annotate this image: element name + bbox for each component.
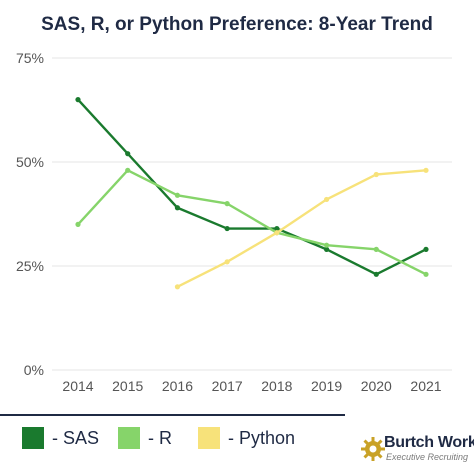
data-point bbox=[423, 271, 429, 277]
x-tick-label: 2017 bbox=[212, 378, 243, 394]
data-point bbox=[174, 205, 181, 211]
legend-swatch-r bbox=[118, 427, 140, 449]
legend-item-sas: - SAS bbox=[22, 426, 99, 450]
legend-label-python: - Python bbox=[228, 427, 296, 448]
y-tick-label: 75% bbox=[16, 50, 44, 66]
data-point bbox=[423, 167, 429, 173]
data-point bbox=[423, 246, 429, 252]
x-tick-label: 2016 bbox=[162, 378, 193, 394]
series-line-2 bbox=[176, 169, 427, 288]
legend-item-r: - R bbox=[118, 426, 172, 450]
company-logo: Burtch Works Executive Recruiting bbox=[360, 430, 474, 470]
legend-label-sas: - SAS bbox=[52, 427, 100, 448]
data-point bbox=[224, 201, 230, 207]
data-point bbox=[274, 225, 280, 232]
data-point bbox=[373, 246, 379, 252]
data-point bbox=[373, 171, 379, 178]
legend-divider bbox=[0, 414, 345, 416]
data-point bbox=[224, 259, 230, 265]
y-tick-label: 50% bbox=[16, 154, 44, 170]
legend-label-r: - R bbox=[148, 427, 172, 448]
y-tick-label: 0% bbox=[24, 362, 44, 378]
legend: - SAS - R - Python bbox=[0, 414, 474, 474]
legend-item-python: - Python bbox=[198, 426, 295, 450]
gear-icon bbox=[361, 437, 385, 461]
series-line-1 bbox=[77, 169, 427, 276]
line-chart: 0% 25% 50% 75% 2014 2015 2016 2017 2018 2019 2020 2… bbox=[16, 50, 452, 394]
x-tick-label: 2014 bbox=[62, 378, 93, 394]
chart-title: SAS, R, or Python Preference: 8-Year Tre… bbox=[41, 14, 433, 35]
data-point bbox=[125, 151, 131, 157]
x-tick-label: 2018 bbox=[261, 378, 292, 394]
data-point bbox=[75, 97, 81, 103]
x-tick-label: 2015 bbox=[112, 378, 143, 394]
series-line-0 bbox=[77, 98, 427, 276]
data-point bbox=[323, 242, 330, 248]
legend-swatch-python bbox=[198, 427, 220, 449]
data-point bbox=[75, 221, 81, 227]
data-point bbox=[125, 167, 131, 173]
data-point bbox=[224, 225, 230, 232]
x-tick-label: 2021 bbox=[410, 378, 441, 394]
x-tick-label: 2020 bbox=[361, 378, 392, 394]
logo-name: Burtch Works bbox=[384, 434, 474, 451]
x-tick-label: 2019 bbox=[311, 378, 342, 394]
data-point bbox=[323, 196, 330, 203]
data-point bbox=[274, 230, 280, 236]
logo-tagline: Executive Recruiting bbox=[386, 452, 469, 462]
legend-swatch-sas bbox=[22, 427, 44, 449]
y-tick-label: 25% bbox=[16, 258, 44, 274]
data-point bbox=[323, 246, 330, 252]
data-point bbox=[174, 192, 181, 198]
data-point bbox=[174, 284, 181, 290]
data-point bbox=[373, 271, 379, 277]
